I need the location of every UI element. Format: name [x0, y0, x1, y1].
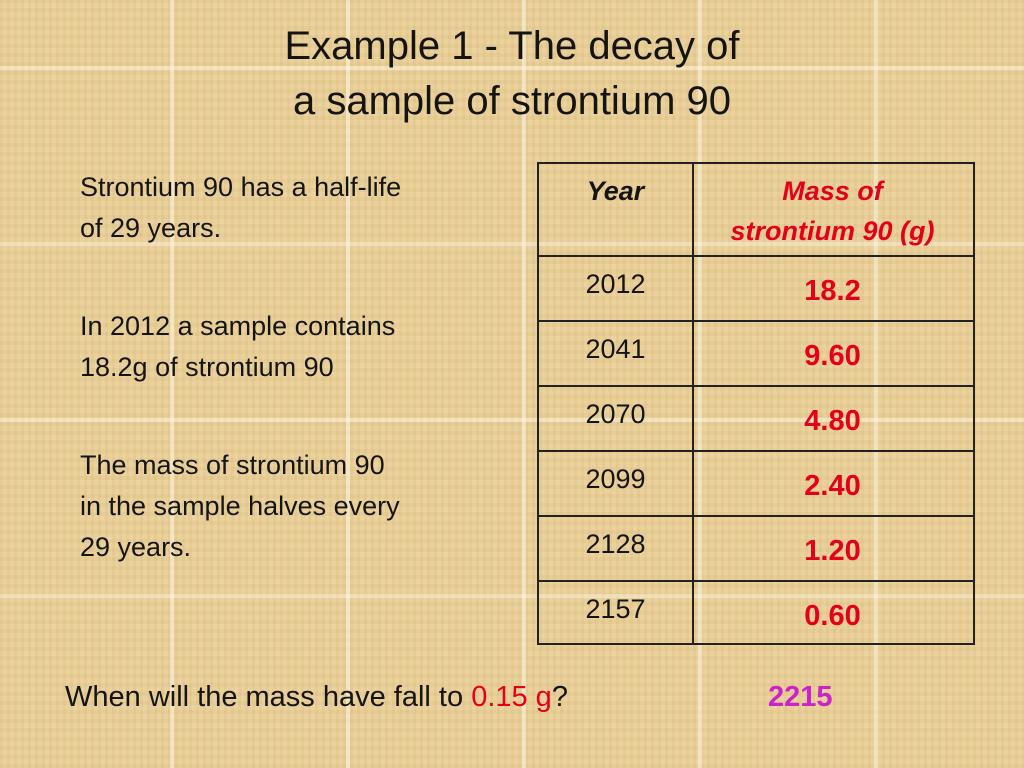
mass-cell: 1.20 [804, 535, 861, 567]
header-mass: Mass of [782, 176, 883, 206]
title-line: a sample of strontium 90 [293, 79, 731, 123]
paragraph-line: in the sample halves every [80, 491, 400, 521]
year-cell: 2157 [585, 594, 646, 624]
paragraph-line: The mass of strontium 90 [80, 450, 385, 480]
mass-cell: 4.80 [804, 405, 861, 437]
question-value: 0.15 g [471, 681, 552, 713]
row-divider [539, 320, 973, 322]
answer: 2215 [768, 681, 833, 713]
paragraph-line: Strontium 90 has a half-life [80, 172, 402, 202]
mass-cell: 18.2 [804, 275, 861, 307]
paragraph-line: In 2012 a sample contains [80, 311, 396, 341]
year-cell: 2099 [585, 464, 646, 494]
header-mass: strontium 90 (g) [730, 216, 935, 246]
title-line: Example 1 - The decay of [284, 24, 740, 68]
paragraph-line: 29 years. [80, 532, 192, 562]
column-divider [692, 164, 694, 643]
row-divider [539, 450, 973, 452]
mass-cell: 2.40 [804, 470, 861, 502]
paragraph-line: of 29 years. [80, 213, 222, 243]
question-text: When will the mass have fall to [65, 681, 464, 713]
table: Year Mass of strontium 90 (g) 2012 18.2 2041 9… [537, 162, 975, 645]
question-mark: ? [551, 681, 568, 713]
year-cell: 2012 [585, 269, 646, 299]
question: When will the mass have fall to 0.15 g? [65, 683, 568, 712]
header-year: Year [586, 176, 645, 206]
year-cell: 2041 [585, 334, 646, 364]
mass-cell: 0.60 [804, 600, 861, 632]
row-divider [539, 515, 973, 517]
row-divider [539, 385, 973, 387]
year-cell: 2070 [585, 399, 646, 429]
row-divider [539, 255, 973, 257]
mass-cell: 9.60 [804, 340, 861, 372]
paragraph-line: 18.2g of strontium 90 [80, 352, 334, 382]
row-divider [539, 580, 973, 582]
year-cell: 2128 [585, 529, 646, 559]
